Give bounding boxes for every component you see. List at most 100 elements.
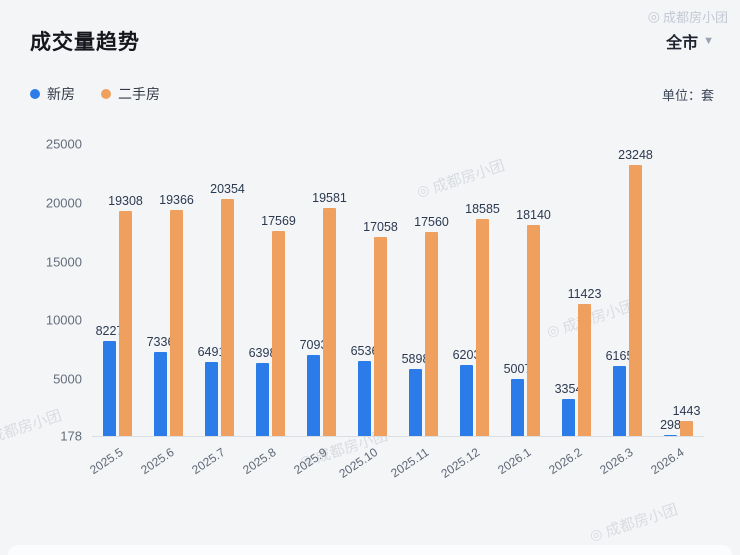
bar-value-label: 8227 [95, 324, 124, 339]
x-axis-label: 2025.5 [87, 445, 126, 478]
bar-slot: 11423 [568, 144, 601, 436]
brand-logo-icon: ◎ [647, 8, 660, 24]
plot-area: 8227 19308 2025.5 7336 19366 2025.6 6491 20354 2… [87, 144, 704, 481]
legend-swatch-new-homes [30, 89, 40, 99]
x-axis-label: 2026.4 [648, 445, 687, 478]
bar-group: 5007 18140 2026.1 [495, 144, 551, 477]
bar-resale-homes[interactable] [527, 224, 540, 436]
bar-resale-homes[interactable] [323, 207, 336, 436]
bar-group: 6203 18585 2025.12 [439, 144, 500, 480]
bar-new-homes[interactable] [307, 354, 320, 436]
page-title: 成交量趋势 [30, 31, 140, 54]
bar-group: 8227 19308 2025.5 [87, 144, 143, 477]
bar-slot: 18140 [516, 144, 551, 436]
x-axis-label: 2026.2 [546, 445, 585, 478]
bar-value-label: 6165 [605, 348, 634, 363]
bar-new-homes[interactable] [613, 365, 626, 436]
y-axis: 178 5000 10000 15000 20000 25000 [30, 137, 92, 444]
bar-value-label: 19308 [108, 193, 143, 208]
legend-label-resale-homes: 二手房 [118, 86, 160, 102]
bar-resale-homes[interactable] [374, 237, 387, 436]
bar-slot: 18585 [465, 144, 500, 436]
bar-new-homes[interactable] [562, 398, 575, 436]
x-axis-label: 2025.10 [336, 445, 381, 481]
legend-row: 新房 二手房 单位：套 [0, 84, 740, 104]
bar-value-label: 20354 [210, 181, 245, 196]
bar-slot: 19581 [312, 144, 347, 436]
bar-resale-homes[interactable] [170, 210, 183, 436]
bar-new-homes[interactable] [358, 361, 371, 436]
bar-group: 6491 20354 2025.7 [189, 144, 245, 477]
x-axis-label: 2025.11 [388, 445, 432, 481]
legend-item-new-homes[interactable]: 新房 [30, 84, 75, 104]
bar-group: 7336 19366 2025.6 [138, 144, 194, 477]
bar-slot: 1443 [673, 144, 700, 436]
x-axis-label: 2025.8 [240, 445, 279, 478]
bar-slot: 5007 [504, 144, 531, 436]
bar-value-label: 5898 [401, 351, 430, 366]
bar-new-homes[interactable] [409, 368, 422, 436]
region-selector[interactable]: 全市 ▼ [666, 29, 714, 53]
brand-logo-text: 成都房小团 [662, 10, 728, 25]
bar-new-homes[interactable] [460, 365, 473, 436]
bar-slot: 8227 [96, 144, 123, 436]
bar-resale-homes[interactable] [221, 198, 234, 436]
bar-value-label: 17058 [363, 220, 398, 235]
legend-item-resale-homes[interactable]: 二手房 [101, 84, 160, 104]
bar-slot: 19366 [159, 144, 194, 436]
x-axis-label: 2025.7 [189, 445, 228, 478]
bar-resale-homes[interactable] [629, 164, 642, 436]
x-axis-label: 2025.9 [291, 445, 330, 478]
chevron-down-icon: ▼ [703, 35, 714, 47]
bar-slot: 6203 [453, 144, 480, 436]
legend-swatch-resale-homes [101, 89, 111, 99]
x-axis-label: 2025.6 [138, 445, 177, 478]
y-axis-tick-label: 25000 [45, 136, 82, 152]
bar-slot: 6165 [606, 144, 633, 436]
bar-new-homes[interactable] [256, 362, 269, 436]
bar-value-label: 18585 [465, 202, 500, 217]
bar-resale-homes[interactable] [476, 219, 489, 436]
bar-group: 6398 17569 2025.8 [240, 144, 296, 477]
bar-resale-homes[interactable] [680, 421, 693, 436]
bar-slot: 6491 [198, 144, 225, 436]
bar-new-homes[interactable] [664, 434, 677, 436]
bar-value-label: 17569 [261, 214, 296, 229]
bar-slot: 6398 [249, 144, 276, 436]
x-axis-label: 2026.1 [495, 445, 534, 478]
bar-new-homes[interactable] [103, 341, 116, 436]
bar-resale-homes[interactable] [425, 231, 438, 436]
bar-group: 5898 17560 2025.11 [388, 144, 449, 481]
region-selector-label: 全市 [666, 35, 699, 52]
y-axis-tick-label: 10000 [45, 312, 82, 328]
bar-slot: 17560 [414, 144, 449, 436]
bar-value-label: 7336 [146, 334, 175, 349]
bar-resale-homes[interactable] [578, 303, 591, 436]
bar-value-label: 17560 [414, 214, 449, 229]
bar-group: 6536 17058 2025.10 [337, 144, 398, 480]
legend-label-new-homes: 新房 [47, 86, 75, 102]
bar-value-label: 298 [660, 417, 681, 432]
bar-value-label: 18140 [516, 207, 551, 222]
bar-slot: 7093 [300, 144, 327, 436]
bar-group: 6165 23248 2026.3 [597, 144, 653, 478]
bar-value-label: 19366 [159, 193, 194, 208]
bar-new-homes[interactable] [511, 379, 524, 436]
bar-value-label: 6491 [197, 344, 226, 359]
bar-group: 3354 11423 2026.2 [546, 144, 602, 477]
bar-value-label: 6203 [452, 348, 481, 363]
bar-slot: 17058 [363, 144, 398, 436]
bar-new-homes[interactable] [154, 351, 167, 436]
watermark-logo-icon: ◎ [587, 524, 605, 544]
bar-resale-homes[interactable] [272, 231, 285, 436]
bar-slot: 17569 [261, 144, 296, 436]
bar-group: 7093 19581 2025.9 [291, 144, 347, 477]
bar-new-homes[interactable] [205, 361, 218, 436]
bar-resale-homes[interactable] [119, 210, 132, 436]
bar-value-label: 6536 [350, 344, 379, 359]
bar-value-label: 19581 [312, 190, 347, 205]
bar-slot: 19308 [108, 144, 143, 436]
y-axis-tick-label: 178 [60, 428, 82, 444]
bar-slot: 7336 [147, 144, 174, 436]
